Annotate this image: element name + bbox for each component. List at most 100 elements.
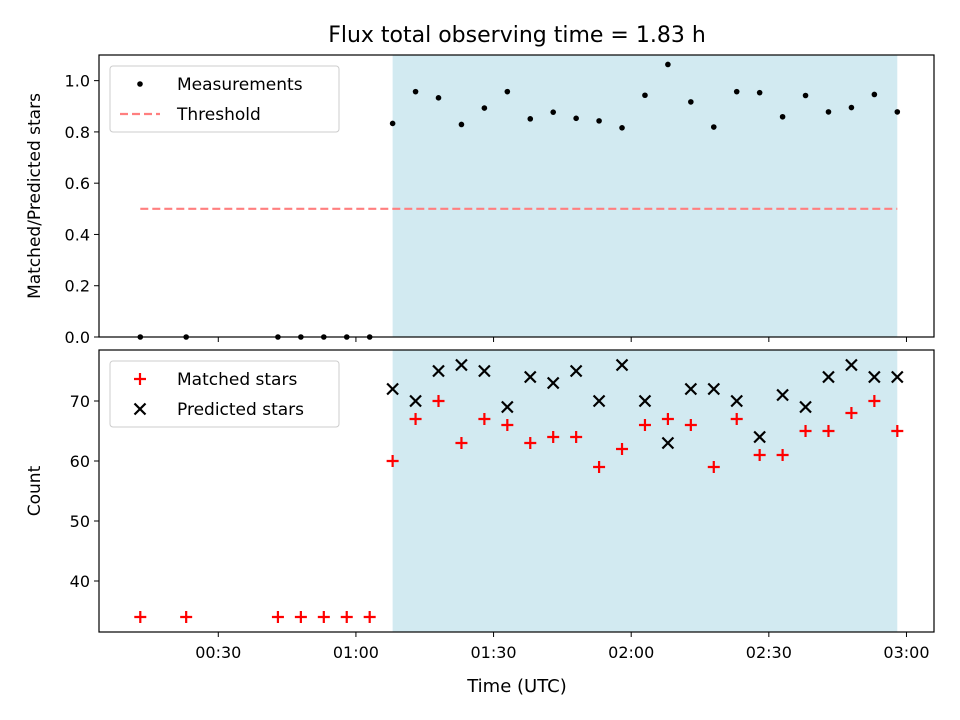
matched-star-marker [386, 455, 399, 467]
matched-star-marker [684, 419, 697, 431]
predicted-star-marker [455, 358, 468, 372]
x-tick-label: 02:30 [746, 643, 792, 662]
matched-star-marker [638, 419, 651, 431]
measurement-point [527, 116, 534, 122]
measurement-point [733, 88, 740, 95]
x-tick-label: 02:00 [608, 643, 654, 662]
y-tick-label: 40 [70, 572, 90, 591]
matched-star-marker [730, 413, 743, 425]
matched-star-marker [868, 395, 881, 407]
predicted-star-marker [569, 364, 583, 378]
matched-star-marker [891, 425, 904, 437]
measurement-point [710, 124, 717, 130]
y-tick-label: 0.4 [65, 225, 90, 244]
measurement-point [596, 118, 602, 124]
y-tick-label: 0.6 [65, 174, 90, 193]
legend-entry-label: Matched stars [177, 370, 297, 390]
matched-star-marker [317, 611, 330, 623]
predicted-star-marker [661, 436, 675, 450]
matched-star-marker [501, 419, 514, 431]
x-tick-label: 03:00 [883, 643, 929, 662]
matched-star-marker [799, 425, 812, 437]
measurement-point [825, 109, 832, 115]
measurement-point [779, 113, 786, 120]
matched-star-marker [409, 413, 422, 425]
matched-star-marker [363, 611, 376, 623]
measurement-point [642, 92, 648, 99]
matched-star-marker [593, 461, 606, 473]
measurement-point [894, 109, 901, 115]
shaded-observing-span [392, 350, 898, 632]
measurement-point [756, 89, 763, 96]
matched-star-marker [294, 611, 307, 623]
legend-marker [134, 373, 146, 385]
x-tick-label: 01:30 [471, 643, 517, 662]
matched-star-marker [340, 611, 353, 623]
y-tick-label: 70 [70, 392, 90, 411]
x-axis-label: Time (UTC) [466, 676, 567, 697]
panel-frame [98, 54, 935, 338]
predicted-star-marker [730, 394, 743, 408]
predicted-star-marker [845, 358, 858, 372]
matched-star-marker [547, 431, 560, 443]
matched-star-marker [432, 395, 445, 407]
measurement-point [848, 104, 855, 111]
panel-frame [98, 349, 935, 633]
measurement-point [688, 99, 694, 105]
matched-star-marker [776, 449, 789, 461]
chart-title: Flux total observing time = 1.83 h [328, 23, 706, 48]
y-tick-label: 60 [70, 452, 90, 471]
measurement-point [619, 125, 625, 131]
measurement-point [550, 109, 557, 115]
matched-star-marker [822, 425, 835, 437]
legend-box [109, 360, 340, 428]
measurement-point [504, 88, 511, 95]
legend-marker [137, 81, 143, 87]
predicted-star-marker [753, 430, 766, 444]
measurement-point [481, 105, 488, 111]
measurement-point [389, 120, 396, 127]
matched-star-marker [455, 437, 468, 449]
shaded-observing-span [392, 55, 898, 337]
predicted-star-marker [638, 394, 652, 408]
y-axis-label: Matched/Predicted stars [25, 93, 45, 299]
predicted-star-marker [386, 382, 399, 396]
matched-star-marker [570, 431, 583, 443]
predicted-star-marker [432, 364, 445, 378]
predicted-star-marker [868, 370, 881, 384]
legend-entry-label: Measurements [177, 75, 303, 95]
matched-star-marker [134, 611, 147, 623]
measurement-point [802, 92, 809, 99]
matched-star-marker [524, 437, 537, 449]
y-tick-label: 1.0 [65, 72, 90, 91]
matched-star-marker [271, 611, 284, 623]
y-tick-label: 0.0 [65, 328, 90, 347]
legend-entry-label: Predicted stars [177, 400, 304, 420]
x-tick-label: 00:30 [195, 643, 241, 662]
matched-star-marker [180, 611, 193, 623]
legend-marker [133, 402, 147, 416]
measurement-point [412, 88, 419, 95]
y-tick-label: 0.2 [65, 277, 90, 296]
predicted-star-marker [592, 394, 606, 408]
predicted-star-marker [615, 358, 629, 372]
predicted-star-marker [822, 370, 835, 384]
legend-entry-label: Threshold [176, 105, 261, 125]
y-tick-label: 0.8 [65, 123, 90, 142]
x-tick-label: 01:00 [333, 643, 379, 662]
matched-star-marker [616, 443, 629, 455]
matched-star-marker [845, 407, 858, 419]
predicted-star-marker [546, 376, 560, 390]
measurement-point [435, 95, 442, 101]
predicted-star-marker [707, 382, 721, 396]
y-axis-label: Count [25, 465, 45, 516]
matched-star-marker [661, 413, 674, 425]
predicted-star-marker [776, 388, 789, 402]
matched-star-marker [478, 413, 491, 425]
measurement-point [573, 115, 579, 122]
predicted-star-marker [891, 370, 904, 384]
predicted-star-marker [501, 400, 514, 414]
measurement-point [665, 61, 671, 68]
predicted-star-marker [523, 370, 537, 384]
